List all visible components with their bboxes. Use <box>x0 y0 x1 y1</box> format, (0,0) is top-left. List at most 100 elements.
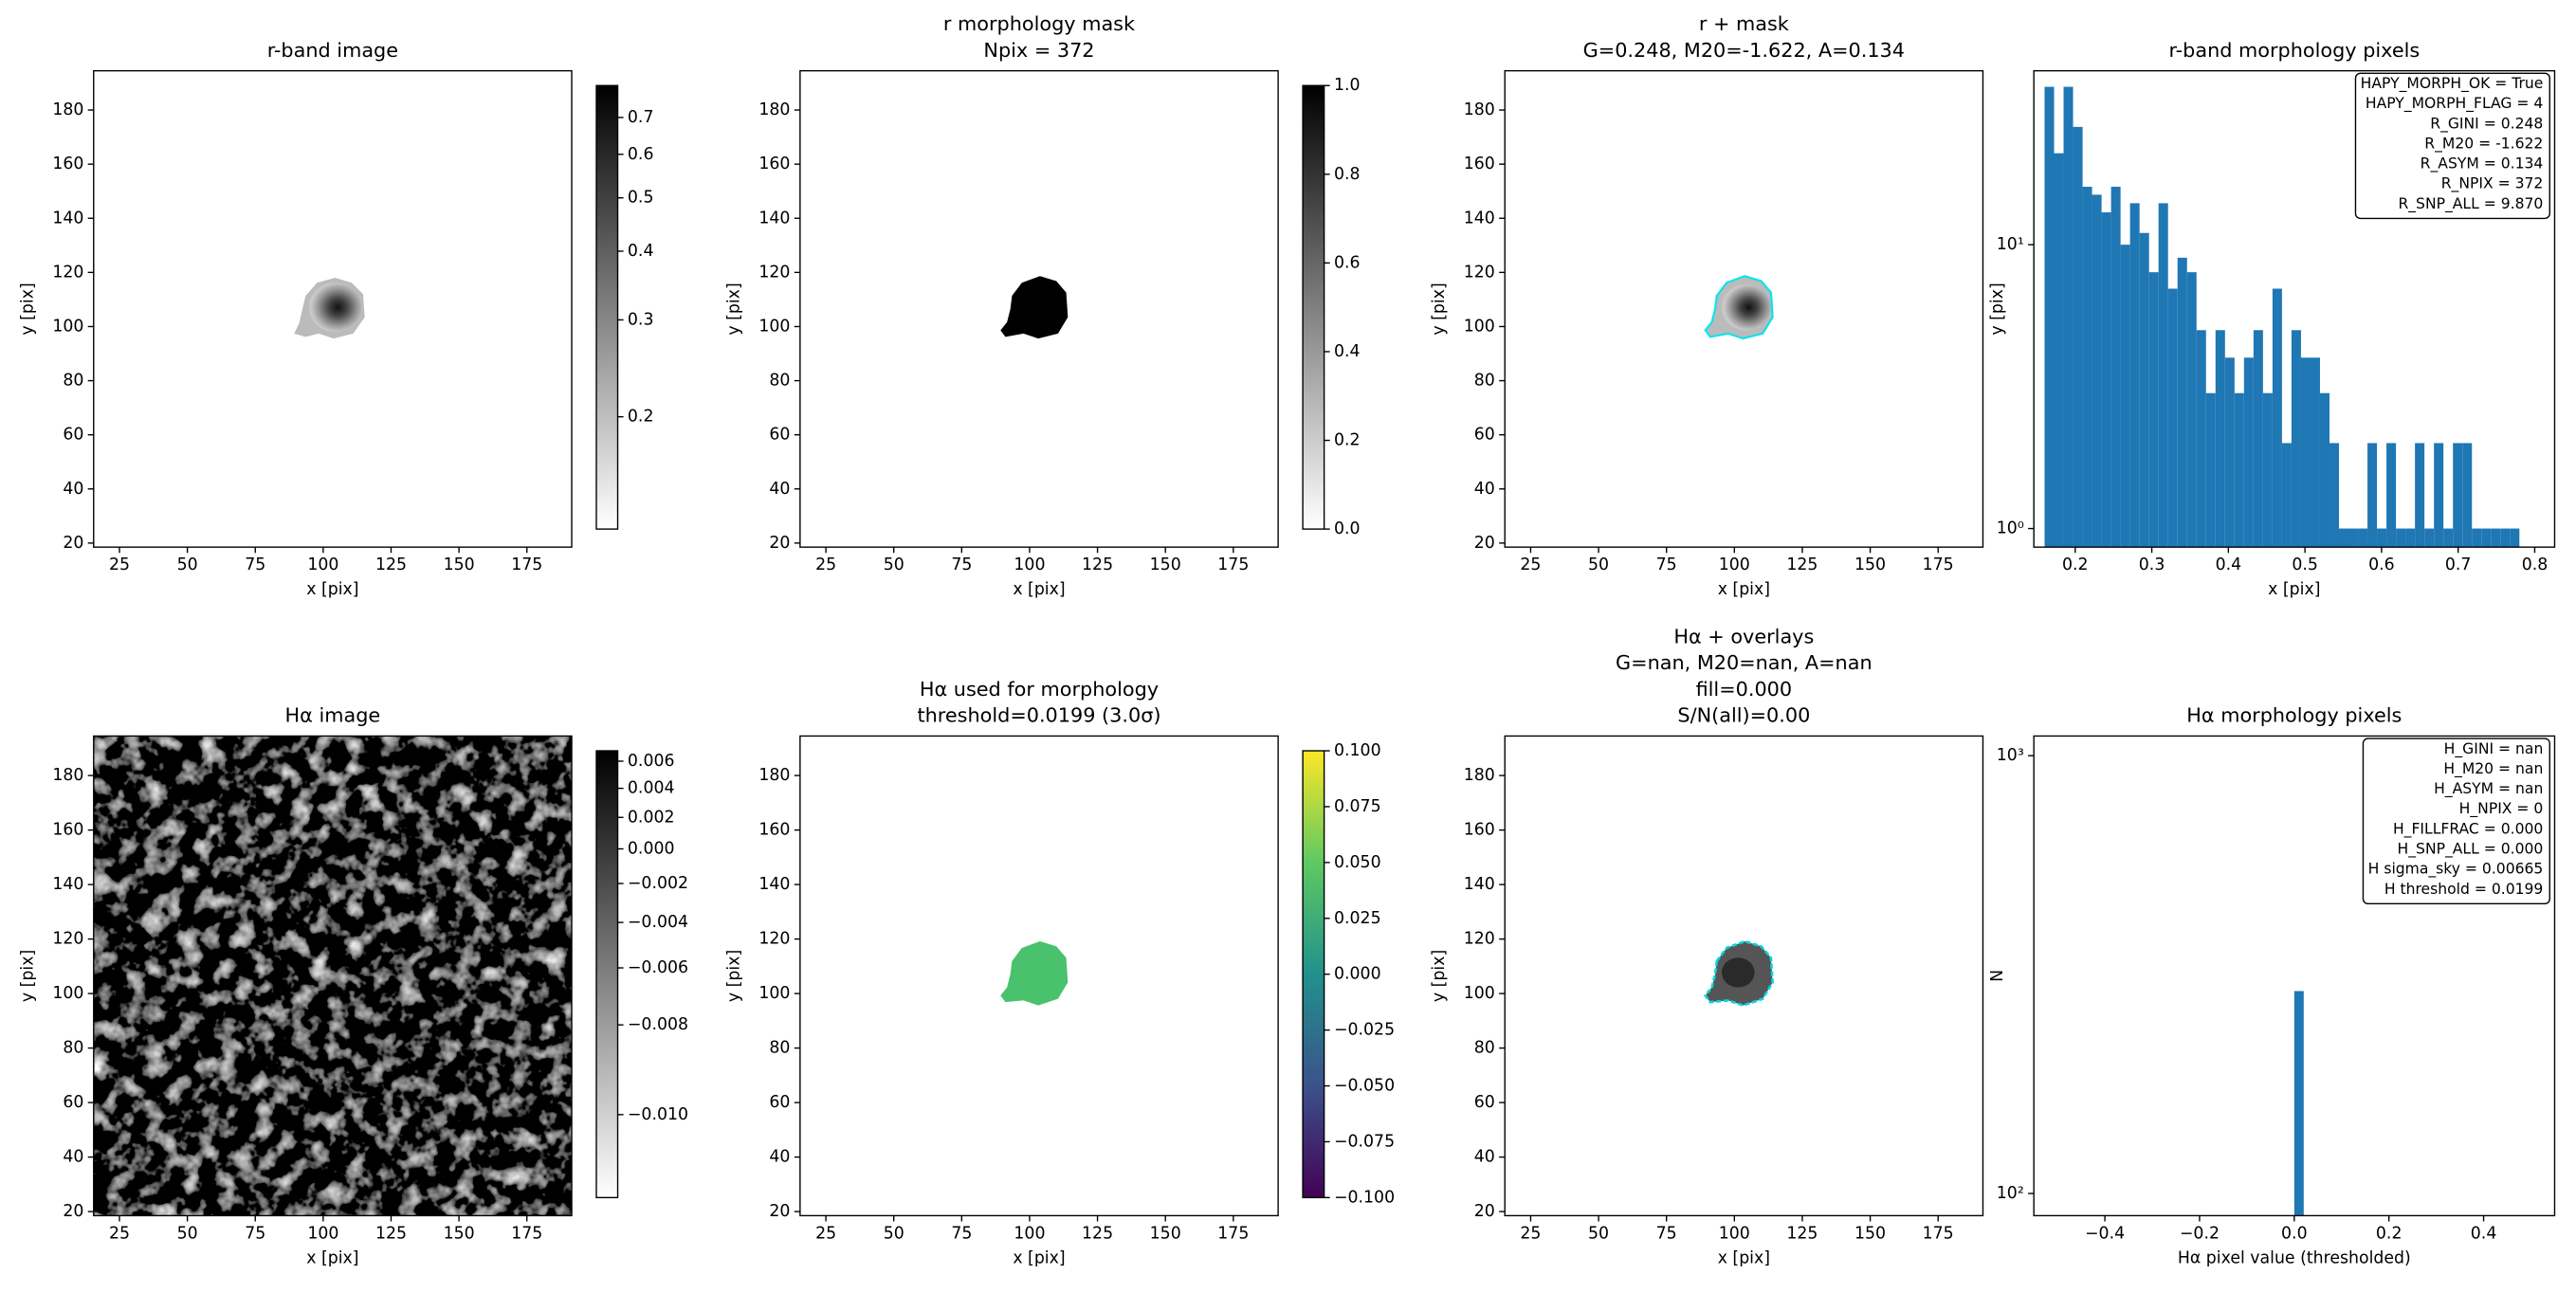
mask-contour <box>1704 275 1774 340</box>
colorbar-tick-label: 0.004 <box>628 779 675 798</box>
colorbar-tick-label: 0.4 <box>628 242 654 261</box>
panel-title: r-band image <box>267 39 398 62</box>
hist-bar <box>2205 392 2216 548</box>
y-tick-label: 20 <box>63 534 83 553</box>
y-tick-label: 100 <box>1464 984 1495 1003</box>
colorbar-tick-label: −0.002 <box>628 874 688 893</box>
hist-bar <box>2148 272 2159 548</box>
colorbar-tick-label: 0.100 <box>1334 741 1381 760</box>
x-tick-label: 125 <box>1082 1224 1113 1243</box>
panel-title: threshold=0.0199 (3.0σ) <box>917 704 1160 727</box>
y-tick-label: 100 <box>758 984 790 1003</box>
hist-bar <box>2253 330 2263 548</box>
y-tick-label: 40 <box>1474 480 1495 499</box>
x-tick-label: 175 <box>1217 1224 1249 1243</box>
x-tick-label: 175 <box>511 1224 542 1243</box>
annotation-line: H_SNP_ALL = 0.000 <box>2398 840 2544 858</box>
y-tick-label: 10² <box>1997 1184 2024 1203</box>
x-tick-label: 0.4 <box>2471 1224 2497 1243</box>
y-tick-label: 60 <box>63 1093 83 1112</box>
x-tick-label: −0.4 <box>2085 1224 2125 1243</box>
x-tick-label: 100 <box>307 1224 338 1243</box>
ha-used-blob <box>1000 941 1069 1006</box>
y-tick-label: 180 <box>52 100 83 119</box>
y-tick-label: 60 <box>769 1093 790 1112</box>
y-tick-label: 180 <box>1464 766 1495 785</box>
axes-frame <box>1504 69 1984 548</box>
hist-bar <box>2396 528 2406 548</box>
x-tick-label: 75 <box>1656 1224 1677 1243</box>
annotation-line: R_NPIX = 372 <box>2441 175 2544 193</box>
hist-bar <box>2434 443 2444 548</box>
x-tick-label: 25 <box>815 1224 836 1243</box>
x-tick-label: 100 <box>307 555 338 574</box>
panel-title: Hα used for morphology <box>920 678 1159 701</box>
axes-frame <box>93 735 573 1217</box>
colorbar-tick-label: 0.4 <box>1334 342 1361 361</box>
annotation-line: H_GINI = nan <box>2444 740 2544 758</box>
y-tick-label: 120 <box>758 930 790 949</box>
hist-bar <box>2101 212 2111 548</box>
hist-bar <box>2063 86 2074 548</box>
y-tick-label: 140 <box>758 875 790 894</box>
colorbar <box>1302 84 1325 530</box>
colorbar-tick-label: 1.0 <box>1334 76 1361 95</box>
annotation-line: H threshold = 0.0199 <box>2384 881 2544 898</box>
axes-frame <box>799 735 1279 1217</box>
x-axis-label: Hα pixel value (thresholded) <box>2178 1248 2411 1267</box>
panel-title: r morphology mask <box>943 12 1135 35</box>
x-tick-label: 150 <box>444 1224 475 1243</box>
axes-frame <box>93 69 573 548</box>
y-tick-label: 80 <box>63 1039 83 1058</box>
colorbar-tick-label: 0.8 <box>1334 165 1361 184</box>
y-tick-label: 20 <box>1474 1202 1495 1221</box>
axes-frame <box>2033 69 2556 548</box>
hist-bar <box>2054 153 2064 548</box>
x-tick-label: 0.4 <box>2216 555 2242 574</box>
y-tick-label: 20 <box>63 1202 83 1221</box>
colorbar-tick-label: 0.2 <box>628 408 654 427</box>
x-tick-label: 0.6 <box>2368 555 2395 574</box>
axes-frame <box>799 69 1279 548</box>
x-tick-label: 50 <box>1588 1224 1609 1243</box>
y-axis-label: y [pix] <box>725 282 744 335</box>
y-tick-label: 140 <box>1464 209 1495 228</box>
x-tick-label: 50 <box>1588 555 1609 574</box>
y-tick-label: 100 <box>52 317 83 336</box>
x-tick-label: 50 <box>177 1224 198 1243</box>
hist-bar <box>2167 288 2178 548</box>
y-tick-label: 80 <box>1474 1039 1495 1058</box>
hist-bar <box>2186 272 2197 548</box>
hist-bar <box>2405 528 2416 548</box>
hist-bar <box>2139 232 2149 548</box>
panel-title: Hα morphology pixels <box>2186 704 2402 727</box>
y-axis-label: y [pix] <box>18 950 37 1002</box>
x-tick-label: 150 <box>444 555 475 574</box>
y-tick-label: 160 <box>1464 821 1495 840</box>
r-blob <box>308 282 362 333</box>
y-tick-label: 20 <box>769 1202 790 1221</box>
x-tick-label: 75 <box>951 555 972 574</box>
y-tick-label: 10¹ <box>1997 235 2024 254</box>
y-axis-label: y [pix] <box>725 950 744 1002</box>
y-tick-label: 40 <box>769 480 790 499</box>
y-tick-label: 140 <box>1464 875 1495 894</box>
x-tick-label: 125 <box>1786 1224 1818 1243</box>
hist-bar <box>2291 330 2301 548</box>
y-tick-label: 120 <box>758 263 790 282</box>
x-axis-label: x [pix] <box>1718 580 1770 599</box>
colorbar-tick-label: 0.025 <box>1334 909 1381 928</box>
hist-bar <box>2481 528 2492 548</box>
x-tick-label: 150 <box>1150 555 1181 574</box>
hist-bar <box>2367 443 2378 548</box>
annotation-line: R_GINI = 0.248 <box>2430 115 2543 133</box>
x-axis-label: x [pix] <box>306 1248 358 1267</box>
y-tick-label: 20 <box>1474 534 1495 553</box>
hist-bar <box>2281 443 2292 548</box>
hist-bar <box>2262 392 2273 548</box>
y-tick-label: 10³ <box>1997 746 2024 765</box>
annotation-line: R_SNP_ALL = 9.870 <box>2398 195 2543 213</box>
colorbar-tick-label: −0.006 <box>628 958 688 977</box>
x-tick-label: 25 <box>1520 1224 1541 1243</box>
y-tick-label: 80 <box>1474 372 1495 391</box>
